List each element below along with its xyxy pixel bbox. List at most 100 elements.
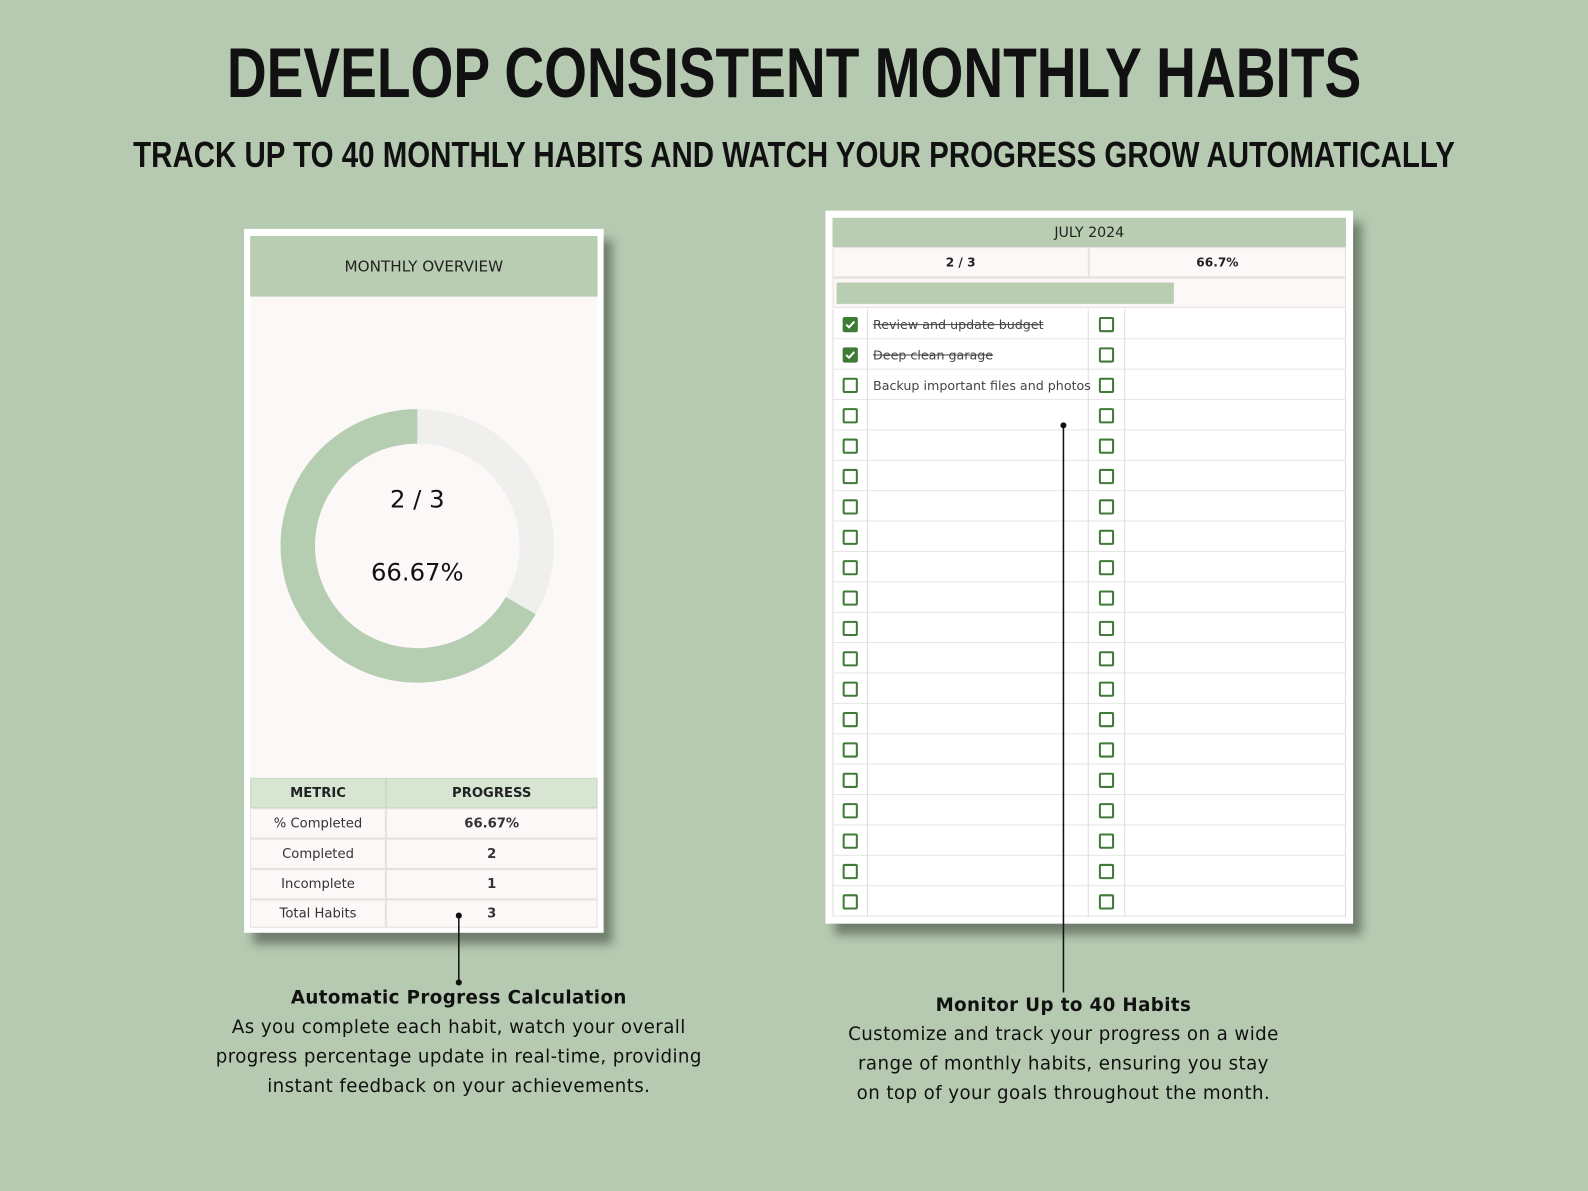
grid-cell [1089, 612, 1126, 644]
grid-cell [1089, 855, 1126, 887]
grid-cell [868, 825, 1089, 856]
habit-row: Deep clean garage [832, 339, 1347, 370]
table-header: PROGRESS [385, 777, 598, 809]
grid-cell [832, 582, 868, 613]
grid-cell [1125, 886, 1347, 917]
checkbox[interactable] [842, 742, 858, 758]
checkbox[interactable] [1098, 681, 1115, 697]
habit-row [832, 491, 1347, 522]
grid-cell [832, 825, 868, 856]
checkbox[interactable] [842, 772, 858, 788]
habit-percent: 66.7% [1088, 247, 1347, 278]
checkbox[interactable] [842, 833, 858, 849]
checkbox[interactable] [842, 408, 858, 424]
grid-cell [868, 582, 1089, 613]
checkbox[interactable] [1098, 651, 1115, 667]
grid-cell [1125, 460, 1347, 492]
checkbox[interactable] [842, 529, 858, 545]
checkbox[interactable] [842, 560, 858, 576]
checkbox[interactable] [1098, 499, 1115, 515]
checkbox[interactable] [842, 438, 858, 454]
checkbox[interactable] [842, 347, 858, 363]
checkbox[interactable] [1098, 711, 1115, 728]
grid-cell [832, 734, 868, 765]
checkbox[interactable] [842, 590, 858, 606]
grid-cell [1125, 855, 1347, 887]
grid-cell [868, 400, 1089, 431]
callout-text: As you complete each habit, watch your o… [215, 1016, 702, 1097]
grid-cell [868, 855, 1089, 887]
checkbox[interactable] [842, 317, 858, 333]
grid-cell [832, 551, 868, 583]
checkbox[interactable] [1098, 560, 1115, 576]
checkbox[interactable] [842, 620, 858, 637]
checkbox[interactable] [1098, 590, 1115, 606]
checkbox[interactable] [1098, 803, 1115, 819]
checkbox[interactable] [1098, 438, 1115, 454]
habit-text: Deep clean garage [873, 347, 994, 363]
habit-row [832, 825, 1347, 856]
grid-cell [1125, 430, 1347, 461]
grid-cell [832, 460, 868, 492]
table-cell: 3 [385, 899, 598, 928]
metrics-table: METRIC PROGRESS% Completed 66.67% Completed… [250, 777, 598, 928]
grid-cell [1089, 339, 1126, 370]
grid-cell [1125, 369, 1347, 401]
grid-cell [1125, 582, 1347, 613]
habit-row: Review and update budget [832, 308, 1347, 340]
checkbox[interactable] [1098, 894, 1115, 910]
checkbox[interactable] [842, 377, 858, 393]
grid-cell [868, 734, 1089, 765]
grid-cell [1125, 734, 1347, 765]
checkbox[interactable] [1098, 529, 1115, 545]
habit-text: Review and update budget [873, 317, 1044, 333]
grid-cell [868, 886, 1089, 917]
checkbox[interactable] [1098, 468, 1115, 485]
grid-cell [1089, 764, 1126, 796]
grid-cell [1125, 339, 1347, 370]
grid-cell [868, 795, 1089, 826]
grid-cell [868, 643, 1089, 674]
checkbox[interactable] [1098, 620, 1115, 637]
checkbox[interactable] [1098, 742, 1115, 758]
habit-row: Backup important files and photos [832, 369, 1347, 401]
checkbox[interactable] [842, 499, 858, 515]
habit-row [832, 612, 1347, 644]
grid-cell [1089, 491, 1126, 522]
checkbox[interactable] [1098, 408, 1115, 424]
checkbox[interactable] [1098, 833, 1115, 849]
grid-cell [832, 703, 868, 735]
habit-row [832, 521, 1347, 552]
checkbox[interactable] [1098, 863, 1115, 880]
donut: 2 / 3 66.67% [280, 409, 555, 683]
checkbox[interactable] [1098, 772, 1115, 788]
grid-cell [1089, 886, 1126, 917]
grid-cell [1125, 795, 1347, 826]
checkbox[interactable] [842, 681, 858, 697]
grid-cell [868, 764, 1089, 796]
habit-row [832, 551, 1347, 583]
table-cell: 2 [385, 838, 598, 869]
grid-cell [1089, 551, 1126, 583]
grid-cell [868, 460, 1089, 492]
checkbox[interactable] [842, 651, 858, 667]
checkbox[interactable] [842, 468, 858, 485]
grid-cell [1089, 703, 1126, 735]
checkbox[interactable] [1098, 377, 1115, 393]
grid-cell [868, 430, 1089, 461]
grid-cell [1125, 400, 1347, 431]
grid-cell [1125, 673, 1347, 704]
checkbox[interactable] [842, 863, 858, 880]
table-cell: Total Habits [250, 899, 386, 928]
checkbox[interactable] [1098, 317, 1115, 333]
checkbox[interactable] [842, 711, 858, 728]
habit-row [832, 764, 1347, 796]
checkbox[interactable] [1098, 347, 1115, 363]
grid-cell [1125, 764, 1347, 796]
checkbox[interactable] [842, 894, 858, 910]
grid-cell [1125, 612, 1347, 644]
table-cell: Incomplete [250, 868, 386, 900]
checkbox[interactable] [842, 803, 858, 819]
